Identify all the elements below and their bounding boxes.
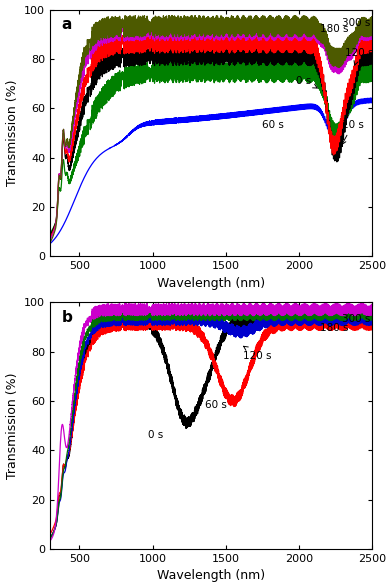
Y-axis label: Transmission (%): Transmission (%) — [5, 80, 18, 186]
Text: 60 s: 60 s — [263, 120, 284, 130]
Text: 180 s: 180 s — [319, 323, 348, 333]
Text: 60 s: 60 s — [205, 400, 227, 410]
Text: 120 s: 120 s — [243, 346, 272, 361]
Text: 10 s: 10 s — [341, 120, 363, 145]
Text: 300 s: 300 s — [342, 314, 371, 324]
X-axis label: Wavelength (nm): Wavelength (nm) — [157, 277, 265, 290]
Text: 180 s: 180 s — [319, 24, 348, 34]
Text: 0 s: 0 s — [148, 430, 163, 440]
Text: b: b — [61, 309, 72, 325]
Text: 0 s: 0 s — [296, 76, 317, 88]
Text: a: a — [61, 17, 72, 32]
Text: 120 s: 120 s — [345, 48, 373, 65]
Y-axis label: Transmission (%): Transmission (%) — [5, 372, 18, 479]
X-axis label: Wavelength (nm): Wavelength (nm) — [157, 569, 265, 583]
Text: 300 s: 300 s — [341, 18, 370, 28]
